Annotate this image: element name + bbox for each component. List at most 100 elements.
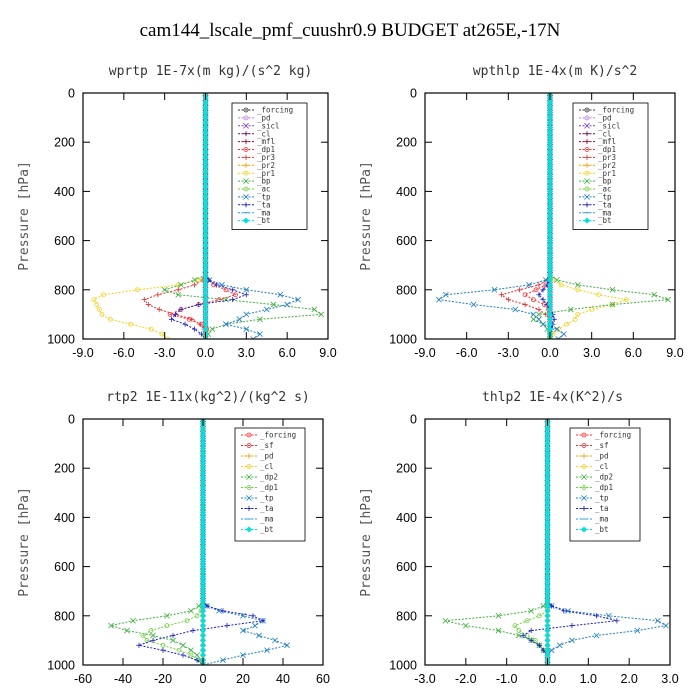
x-tick-label: -3.0 bbox=[498, 346, 520, 360]
series-point bbox=[634, 627, 641, 634]
series-point bbox=[196, 301, 202, 308]
legend: _forcing_pd_sicl_cl_mfl_dp1_pr3_pr2_pr1_… bbox=[572, 102, 649, 230]
legend-label: _pr3 bbox=[598, 153, 616, 162]
series-point bbox=[199, 642, 207, 649]
legend-label: _cl bbox=[598, 129, 612, 138]
legend-label: _bt bbox=[260, 525, 274, 534]
legend-entry-sf: _sf bbox=[576, 441, 609, 450]
series-point bbox=[544, 419, 551, 422]
legend-marker bbox=[243, 107, 249, 113]
legend-entry-bt: _bt bbox=[576, 525, 609, 534]
legend-label: _pd bbox=[595, 452, 609, 461]
legend: _forcing_sf _pd_cl _dp2_dp1 _tp_ta _ma_bt bbox=[234, 427, 306, 542]
x-tick-label: 6.0 bbox=[625, 346, 642, 360]
series-point bbox=[91, 297, 97, 303]
legend-marker bbox=[243, 147, 249, 152]
series-point bbox=[575, 287, 581, 293]
series-point bbox=[540, 321, 546, 328]
series-point bbox=[522, 301, 528, 308]
figure-title: cam144_lscale_pmf_cuushr0.9 BUDGET at265… bbox=[139, 20, 561, 41]
legend-label: _forcing bbox=[595, 431, 631, 440]
series-point bbox=[512, 623, 518, 629]
legend-entry-dp1: _dp1 bbox=[576, 483, 613, 492]
series-point bbox=[605, 612, 612, 619]
series-point bbox=[623, 297, 629, 303]
series-point bbox=[199, 647, 207, 654]
series-point bbox=[528, 637, 534, 643]
series-point bbox=[614, 618, 620, 624]
plot-area bbox=[108, 419, 290, 665]
legend-marker bbox=[245, 526, 253, 533]
series-point bbox=[516, 632, 522, 639]
legend-entry-bp: _bp bbox=[579, 177, 612, 186]
series-point bbox=[260, 618, 266, 624]
legend-marker bbox=[243, 170, 249, 176]
series-point bbox=[192, 326, 198, 332]
legend-entry-dp2: _dp2 bbox=[576, 473, 613, 482]
legend-marker bbox=[581, 485, 587, 490]
y-tick-label: 200 bbox=[396, 136, 417, 150]
y-tick-label: 1000 bbox=[389, 333, 417, 347]
chart-panel-4: thlp2 1E-4x(K^2)/s Pressure [hPa] -3.0 -2.0… bbox=[359, 390, 679, 686]
series-point bbox=[651, 291, 658, 298]
legend-entry-pr2: _pr2 bbox=[238, 161, 275, 170]
y-axis-label: Pressure [hPa] bbox=[17, 161, 32, 271]
legend-entry-ta: _ta bbox=[238, 200, 271, 209]
series-point bbox=[505, 297, 511, 303]
series-point bbox=[199, 612, 207, 619]
series-point bbox=[108, 622, 114, 629]
y-tick-label: 400 bbox=[396, 185, 417, 199]
legend-label: _ta bbox=[260, 504, 274, 513]
x-tick-label: -6.0 bbox=[113, 346, 135, 360]
series-point bbox=[526, 281, 533, 288]
series-point bbox=[530, 316, 537, 323]
legend-marker bbox=[246, 453, 252, 459]
legend-label: _pr3 bbox=[257, 153, 275, 162]
legend-label: _dp1 bbox=[595, 483, 613, 492]
legend-entry-sicl: _sicl bbox=[579, 121, 621, 130]
x-tick-label: -1.0 bbox=[496, 672, 518, 686]
y-tick-label: 400 bbox=[54, 185, 75, 199]
series-point bbox=[176, 647, 182, 653]
series-point bbox=[200, 419, 206, 422]
legend-label: _tp bbox=[598, 193, 612, 202]
legend-label: _cl bbox=[260, 462, 274, 471]
x-tick-label: 1.0 bbox=[580, 672, 597, 686]
y-tick-label: 0 bbox=[68, 87, 75, 101]
legend-entry-tp: _tp bbox=[238, 193, 271, 202]
series-point bbox=[216, 607, 222, 614]
legend-entry-forcing: _forcing bbox=[576, 431, 631, 440]
series-line bbox=[163, 93, 323, 339]
series-point bbox=[178, 281, 184, 288]
series-point bbox=[196, 603, 202, 609]
series-point bbox=[528, 627, 534, 634]
legend-entry-dp1: _dp1 bbox=[241, 483, 278, 492]
legend-entry-dp2: _dp2 bbox=[241, 473, 278, 482]
series-point bbox=[516, 628, 522, 633]
series-point bbox=[544, 622, 551, 629]
series-point bbox=[589, 307, 595, 312]
y-tick-label: 800 bbox=[54, 283, 75, 297]
series-point bbox=[199, 622, 207, 629]
y-tick-label: 600 bbox=[396, 560, 417, 574]
legend-marker bbox=[246, 432, 252, 438]
series-pr3 bbox=[498, 93, 553, 339]
legend-entry-ma: _ma bbox=[576, 515, 609, 524]
legend-marker bbox=[581, 495, 587, 501]
x-tick-label: 0 bbox=[200, 672, 207, 686]
panel-title: wpthlp 1E-4x(m K)/s^2 bbox=[473, 64, 637, 79]
series-point bbox=[442, 617, 449, 624]
legend-entry-cl: _cl bbox=[241, 462, 274, 471]
plot-area bbox=[436, 93, 671, 339]
series-point bbox=[554, 326, 560, 333]
legend-label: _ta bbox=[598, 200, 612, 209]
series-point bbox=[540, 603, 547, 609]
series-point bbox=[318, 311, 325, 318]
series-point bbox=[536, 282, 542, 288]
series-point bbox=[159, 331, 165, 337]
x-tick-label: -3.0 bbox=[414, 672, 436, 686]
legend-marker bbox=[246, 474, 252, 480]
series-point bbox=[170, 632, 176, 639]
series-point bbox=[264, 647, 270, 654]
y-tick-label: 800 bbox=[396, 283, 417, 297]
